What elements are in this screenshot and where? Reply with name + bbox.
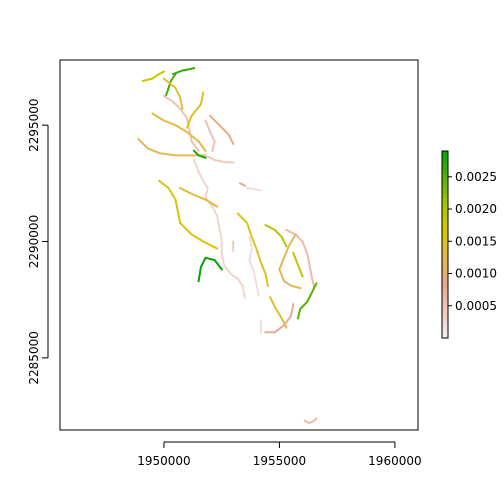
- colorbar-swatch: [442, 221, 448, 227]
- colorbar-swatch: [442, 249, 448, 255]
- raster-stream-segment: [141, 70, 166, 83]
- colorbar-swatch: [442, 258, 448, 264]
- raster-stream-segment: [248, 235, 260, 297]
- raster-stream-segment: [303, 416, 318, 424]
- raster-stream-segment: [278, 233, 302, 290]
- raster-stream-segment: [162, 94, 200, 153]
- colorbar-swatch: [442, 188, 448, 194]
- raster-stream-segment: [268, 296, 288, 329]
- raster-stream-segment: [197, 256, 224, 283]
- colorbar-swatch: [442, 202, 448, 208]
- colorbar-swatch: [442, 272, 448, 278]
- colorbar-swatch: [442, 155, 448, 161]
- colorbar-swatch: [442, 216, 448, 222]
- colorbar-swatch: [442, 169, 448, 175]
- colorbar-swatch: [442, 179, 448, 185]
- colorbar-swatch: [442, 239, 448, 246]
- raster-stream-segment: [178, 186, 219, 208]
- colorbar-swatch: [442, 291, 448, 297]
- colorbar-swatch: [442, 295, 448, 302]
- colorbar-swatch: [442, 225, 448, 232]
- colorbar-swatch: [442, 211, 448, 218]
- raster-stream-segment: [192, 158, 246, 299]
- raster-stream-segment: [162, 77, 184, 111]
- colorbar-frame: [441, 150, 449, 339]
- raster-stream-segment: [264, 223, 288, 248]
- raster-stream-segment: [238, 181, 247, 188]
- colorbar-swatch: [442, 333, 448, 339]
- y-tick-label: 2295000: [27, 98, 41, 151]
- colorbar-swatch: [442, 244, 448, 250]
- raster-stream-segment: [204, 154, 235, 164]
- raster-stream-segment: [192, 149, 207, 159]
- colorbar-tick-label: 0.0010: [455, 267, 497, 281]
- colorbar-swatch: [442, 319, 448, 325]
- colorbar-swatch: [442, 281, 448, 288]
- raster-stream-segment: [284, 228, 316, 290]
- raster-stream-segment: [296, 282, 318, 320]
- colorbar-swatch: [442, 193, 448, 199]
- colorbar-tick-label: 0.0020: [455, 202, 497, 216]
- plot-frame: [59, 59, 419, 431]
- x-tick-label: 1950000: [137, 454, 190, 468]
- colorbar-tick-label: 0.0005: [455, 299, 497, 313]
- colorbar-swatch: [442, 323, 448, 330]
- colorbar-swatch: [442, 183, 448, 189]
- y-tick-label: 2290000: [27, 215, 41, 268]
- raster-stream-segment: [292, 251, 304, 278]
- colorbar-swatch: [442, 286, 448, 292]
- colorbar-swatch: [442, 263, 448, 269]
- colorbar-swatch: [442, 300, 448, 306]
- colorbar-swatch: [442, 267, 448, 274]
- colorbar-swatch: [442, 165, 448, 171]
- colorbar-swatch: [442, 230, 448, 236]
- colorbar-swatch: [442, 253, 448, 260]
- raster-stream-segment: [137, 137, 207, 157]
- colorbar-swatch: [442, 277, 448, 283]
- colorbar-swatch: [442, 328, 448, 334]
- raster-stream-segment: [204, 119, 216, 153]
- colorbar-swatch: [442, 151, 448, 157]
- colorbar-swatch: [442, 305, 448, 311]
- raster-stream-segment: [245, 186, 263, 192]
- raster-stream-segment: [208, 114, 235, 146]
- x-tick-label: 1960000: [368, 454, 421, 468]
- colorbar-legend: 0.0005 0.0010 0.0015 0.0020 0.0025: [441, 150, 497, 339]
- colorbar-swatch: [442, 174, 448, 180]
- raster-stream-segment: [264, 303, 295, 334]
- raster-stream-segment: [157, 179, 219, 250]
- colorbar-tick-label: 0.0015: [455, 234, 497, 248]
- colorbar-swatch: [442, 235, 448, 241]
- raster-stream-segment: [151, 112, 207, 153]
- raster-stream-segment: [171, 66, 196, 76]
- y-tick-label: 2285000: [27, 331, 41, 384]
- axes-layer: 1950000 1955000 1960000 2285000 2290000 22950…: [27, 98, 422, 468]
- x-tick-label: 1955000: [253, 454, 306, 468]
- colorbar-swatch: [442, 309, 448, 316]
- colorbar-swatch: [442, 160, 448, 166]
- colorbar-swatch: [442, 314, 448, 320]
- colorbar-tick-label: 0.0025: [455, 170, 497, 184]
- raster-cells-layer: [137, 66, 318, 424]
- raster-stream-segment: [236, 212, 270, 287]
- colorbar-swatch: [442, 207, 448, 213]
- colorbar-swatch: [442, 197, 448, 204]
- raster-stream-segment: [185, 91, 205, 129]
